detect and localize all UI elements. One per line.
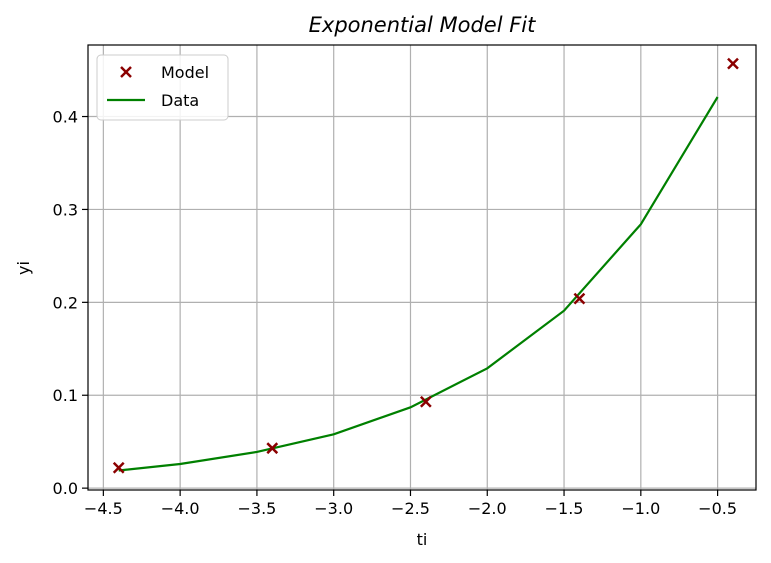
grid (88, 45, 756, 490)
model-point (266, 442, 279, 455)
model-point (419, 395, 432, 408)
legend-box (96, 54, 229, 121)
plot-area (112, 57, 739, 474)
x-tick-label: −2.5 (391, 499, 430, 518)
legend-label: Data (161, 91, 199, 110)
x-tick-label: −3.0 (314, 499, 353, 518)
y-tick-label: 0.4 (53, 108, 78, 127)
x-axis-label: ti (417, 530, 428, 549)
y-axis-label: yi (14, 261, 33, 275)
x-tick-label: −4.0 (161, 499, 200, 518)
model-point (112, 461, 125, 474)
x-tick-label: −4.5 (84, 499, 123, 518)
x-tick-label: −3.5 (237, 499, 276, 518)
y-tick-label: 0.1 (53, 386, 78, 405)
x-axis-ticks: −4.5 −4.0 −3.5 −3.0 −2.5 −2.0 −1.5 −1.0 −0.5 (84, 490, 737, 518)
legend-label: Model (161, 63, 209, 82)
x-tick-label: −1.0 (621, 499, 660, 518)
legend-marker-model (120, 66, 132, 78)
legend: Model Data (96, 54, 229, 121)
y-axis-ticks: 0.0 0.1 0.2 0.3 0.4 (53, 108, 88, 498)
x-tick-label: −0.5 (698, 499, 737, 518)
y-tick-label: 0.2 (53, 293, 78, 312)
plot-frame (87, 44, 757, 491)
y-tick-label: 0.3 (53, 200, 78, 219)
chart-title: Exponential Model Fit (309, 13, 537, 37)
y-tick-label: 0.0 (53, 479, 78, 498)
x-tick-label: −2.0 (468, 499, 507, 518)
x-tick-label: −1.5 (545, 499, 584, 518)
model-point (573, 292, 586, 305)
data-line (118, 96, 719, 472)
model-point (727, 57, 739, 70)
